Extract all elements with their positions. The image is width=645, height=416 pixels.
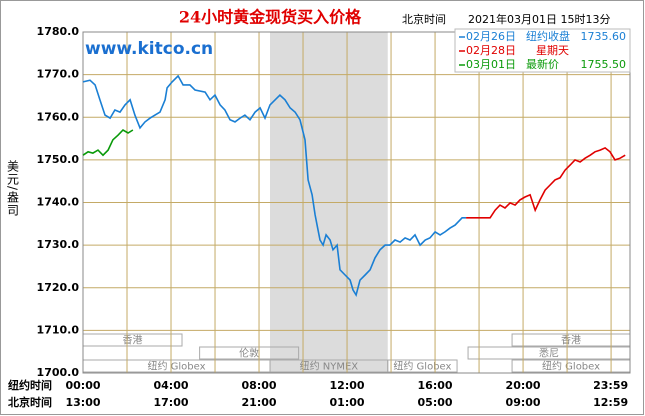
x-tick-label: 23:59 [593, 379, 628, 392]
watermark: www.kitco.cn [85, 39, 213, 59]
chart-title: 24小时黄金现货买入价格 [179, 8, 362, 27]
session-label: 纽约 Globex [147, 360, 205, 373]
legend-note: 最新价 [526, 57, 559, 71]
legend-label: 02月26日 [466, 30, 516, 43]
x-tick-label: 04:00 [154, 379, 189, 392]
timestamp: 2021年03月01日 15时13分 [468, 12, 610, 26]
session-label: 纽约 Globex [542, 360, 600, 373]
session-bar [199, 346, 300, 360]
y-tick-label: 1720.0 [37, 281, 80, 294]
series-line [466, 146, 626, 219]
x-tick-label: 12:00 [330, 379, 365, 392]
x-tick-label: 13:00 [65, 396, 100, 409]
legend-note: 星期天 [536, 44, 569, 57]
y-tick-label: 1740.0 [37, 196, 80, 209]
series-line [82, 128, 134, 157]
y-axis-label: 美元/盎司 [6, 160, 20, 217]
legend-note: 纽约收盘 [526, 29, 570, 43]
x-tick-label: 21:00 [242, 396, 277, 409]
legend-label: 02月28日 [466, 44, 516, 57]
session-label: 悉尼 [539, 348, 559, 360]
x-row-label: 纽约时间 [8, 378, 52, 392]
y-tick-label: 1730.0 [37, 238, 80, 251]
x-row-label: 北京时间 [8, 395, 52, 409]
legend-value: 1735.60 [581, 30, 627, 43]
session-label: 纽约 NYMEX [300, 360, 359, 373]
y-tick-label: 1710.0 [37, 323, 80, 336]
legend-value: 1755.50 [581, 58, 627, 71]
session-bar [387, 359, 458, 373]
legend-label: 03月01日 [466, 58, 516, 71]
x-tick-label: 20:00 [506, 379, 541, 392]
y-tick-label: 1750.0 [37, 153, 80, 166]
y-tick-label: 1700.0 [37, 366, 80, 379]
y-tick-label: 1760.0 [37, 110, 80, 123]
y-tick-label: 1780.0 [37, 25, 80, 38]
x-tick-label: 12:59 [593, 396, 628, 409]
x-tick-label: 08:00 [242, 379, 277, 392]
x-tick-label: 00:00 [65, 379, 100, 392]
time-label: 北京时间 [402, 12, 446, 26]
session-label: 伦敦 [239, 347, 259, 360]
session-label: 纽约 Globex [393, 360, 451, 373]
series-line [82, 74, 467, 298]
x-tick-label: 09:00 [506, 396, 541, 409]
x-tick-label: 01:00 [330, 396, 365, 409]
session-label: 香港 [561, 335, 581, 347]
legend-box [454, 28, 631, 73]
x-tick-label: 16:00 [418, 379, 453, 392]
x-tick-label: 17:00 [154, 396, 189, 409]
plot-frame [82, 31, 631, 374]
session-label: 香港 [123, 335, 143, 347]
x-tick-label: 05:00 [418, 396, 453, 409]
y-tick-label: 1770.0 [37, 68, 80, 81]
